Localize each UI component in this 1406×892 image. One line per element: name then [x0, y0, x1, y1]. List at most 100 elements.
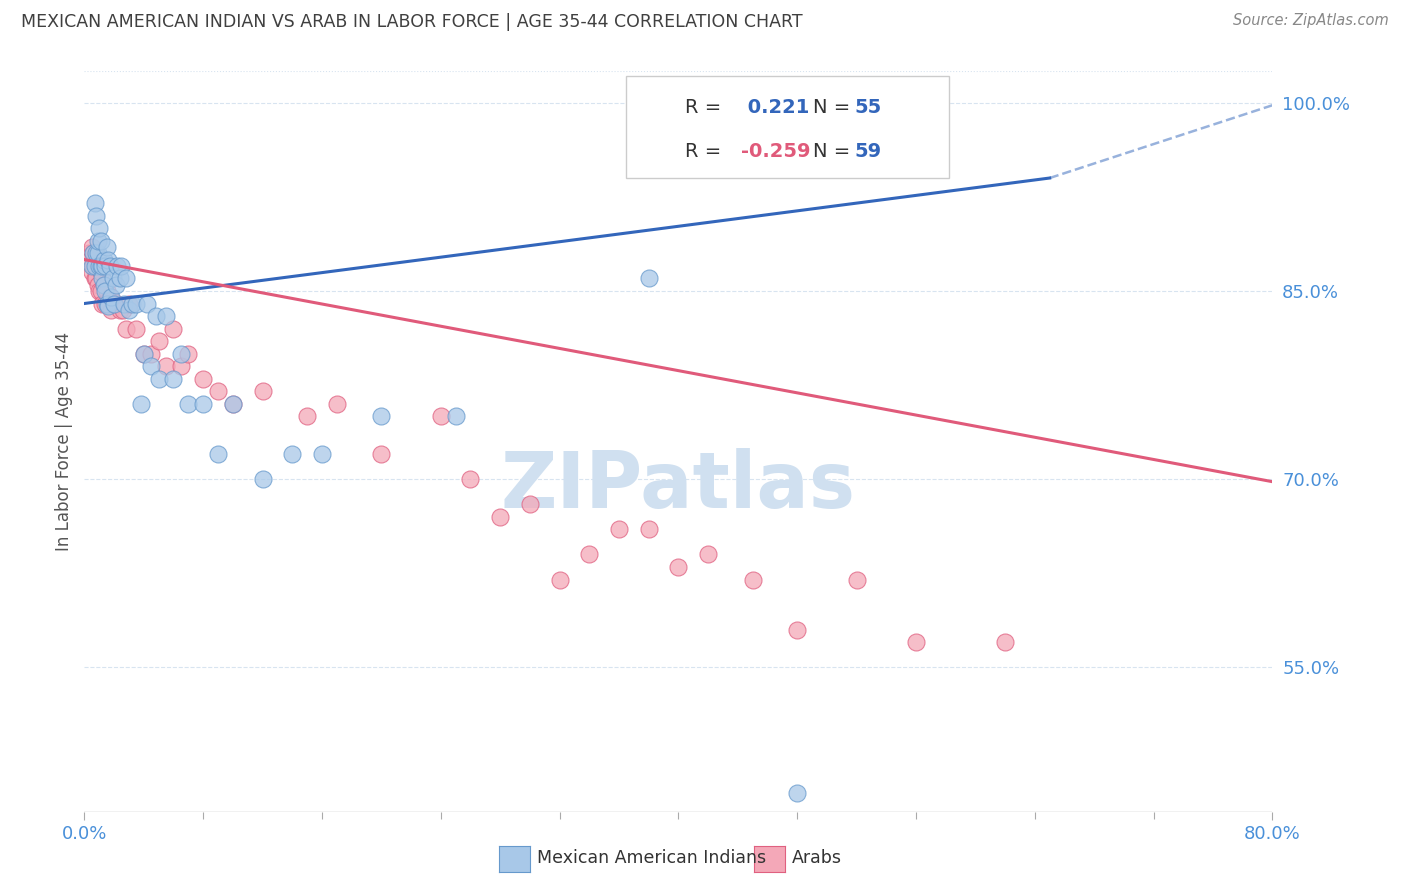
- Point: [90, 259, 112, 273]
- Point: [108, 302, 131, 317]
- Point: [80, 259, 103, 273]
- Point: [89, 259, 111, 273]
- Y-axis label: In Labor Force | Age 35-44: In Labor Force | Age 35-44: [55, 332, 73, 551]
- Point: [83, 271, 105, 285]
- Point: [370, 447, 392, 461]
- Point: [110, 259, 132, 273]
- Point: [145, 309, 167, 323]
- Point: [281, 447, 304, 461]
- Point: [177, 397, 200, 411]
- Point: [114, 296, 136, 310]
- Point: [326, 397, 349, 411]
- Point: [118, 296, 141, 310]
- Point: [90, 234, 112, 248]
- Point: [96, 284, 118, 298]
- Text: R =: R =: [685, 142, 727, 161]
- Point: [87, 246, 110, 260]
- Point: [79, 252, 101, 267]
- Point: [90, 284, 112, 298]
- Point: [905, 635, 928, 649]
- Point: [170, 347, 193, 361]
- Point: [252, 384, 274, 399]
- Point: [125, 296, 148, 310]
- Point: [84, 271, 107, 285]
- Text: N =: N =: [813, 142, 856, 161]
- Point: [100, 290, 122, 304]
- Point: [115, 321, 138, 335]
- Point: [94, 296, 117, 310]
- Point: [135, 296, 157, 310]
- Point: [132, 347, 155, 361]
- Point: [111, 302, 134, 317]
- Point: [148, 372, 170, 386]
- Point: [82, 246, 104, 260]
- Text: ZIPatlas: ZIPatlas: [501, 448, 856, 524]
- Point: [77, 246, 100, 260]
- Point: [97, 296, 120, 310]
- Point: [607, 522, 630, 536]
- Point: [162, 372, 184, 386]
- Point: [162, 321, 184, 335]
- Point: [177, 347, 200, 361]
- Point: [121, 296, 143, 310]
- Point: [89, 284, 111, 298]
- Point: [87, 277, 110, 292]
- Point: [129, 397, 152, 411]
- Point: [103, 296, 125, 310]
- Point: [100, 302, 122, 317]
- Point: [125, 321, 148, 335]
- Point: [87, 259, 110, 273]
- Text: 59: 59: [855, 142, 882, 161]
- Point: [98, 259, 121, 273]
- Point: [489, 509, 512, 524]
- Point: [170, 359, 193, 374]
- Point: [155, 309, 177, 323]
- Point: [141, 359, 163, 374]
- Point: [83, 259, 105, 273]
- Point: [370, 409, 392, 424]
- Point: [103, 296, 125, 310]
- Point: [93, 277, 115, 292]
- Point: [90, 265, 112, 279]
- Point: [94, 284, 117, 298]
- Text: MEXICAN AMERICAN INDIAN VS ARAB IN LABOR FORCE | AGE 35-44 CORRELATION CHART: MEXICAN AMERICAN INDIAN VS ARAB IN LABOR…: [21, 13, 803, 31]
- Point: [786, 623, 808, 637]
- Point: [80, 265, 103, 279]
- Point: [519, 497, 541, 511]
- Point: [845, 573, 868, 587]
- Point: [94, 259, 117, 273]
- Point: [132, 347, 155, 361]
- Point: [91, 296, 114, 310]
- Point: [207, 447, 229, 461]
- Point: [697, 548, 720, 562]
- Point: [104, 277, 127, 292]
- Text: Arabs: Arabs: [792, 849, 842, 867]
- Point: [430, 409, 453, 424]
- Point: [96, 296, 118, 310]
- Text: 0.221: 0.221: [741, 97, 810, 117]
- Point: [87, 234, 110, 248]
- Text: Mexican American Indians: Mexican American Indians: [537, 849, 766, 867]
- Point: [118, 302, 141, 317]
- Point: [115, 271, 138, 285]
- Point: [460, 472, 482, 486]
- Point: [105, 296, 128, 310]
- Point: [89, 221, 111, 235]
- Point: [80, 240, 103, 254]
- Point: [84, 246, 107, 260]
- Point: [91, 259, 114, 273]
- Point: [93, 252, 115, 267]
- Point: [101, 271, 124, 285]
- Point: [252, 472, 274, 486]
- Point: [98, 290, 121, 304]
- Point: [83, 196, 105, 211]
- Point: [84, 209, 107, 223]
- Point: [994, 635, 1017, 649]
- Point: [191, 372, 215, 386]
- Point: [82, 246, 104, 260]
- Text: 55: 55: [855, 97, 882, 117]
- Text: R =: R =: [685, 97, 727, 117]
- Point: [668, 560, 690, 574]
- Point: [295, 409, 318, 424]
- Point: [191, 397, 215, 411]
